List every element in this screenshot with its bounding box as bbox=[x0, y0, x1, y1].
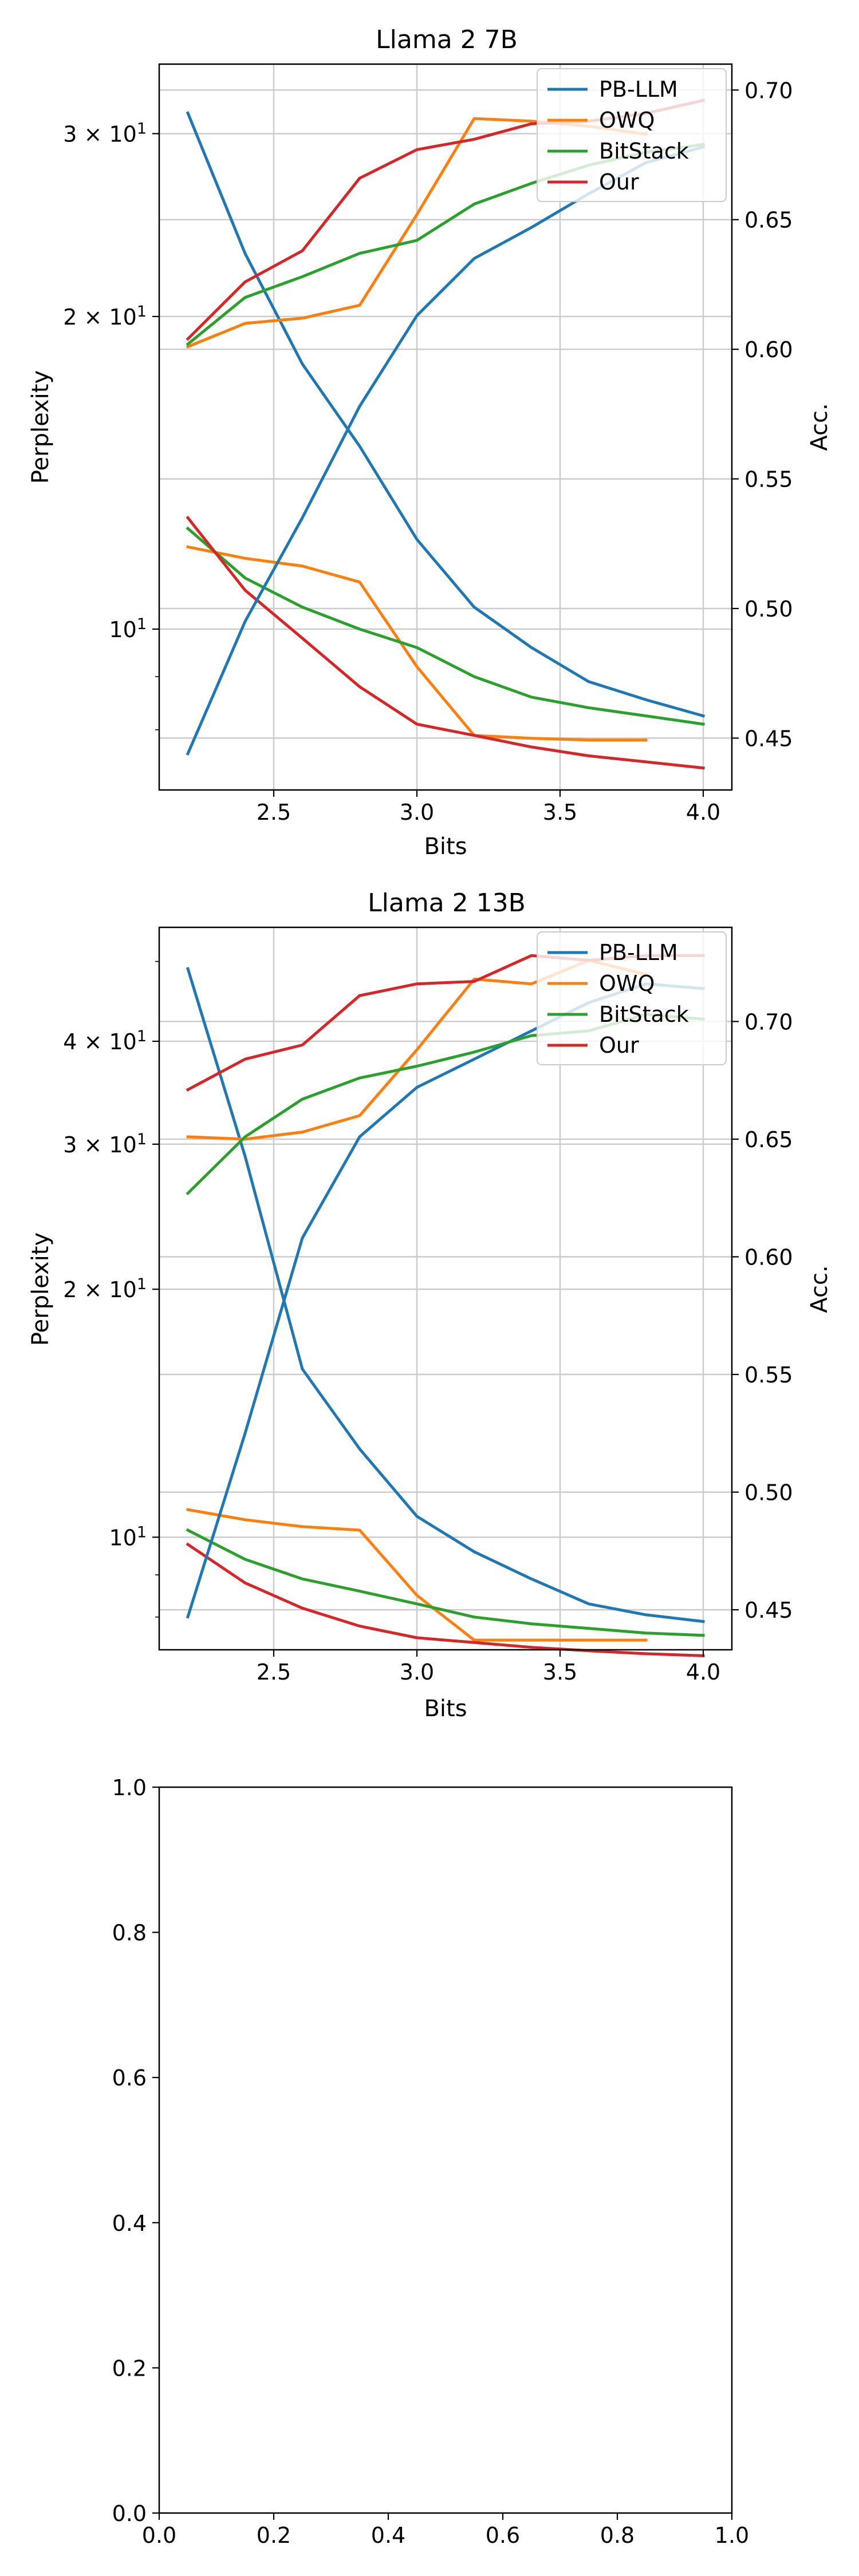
x-tick-label: 3.5 bbox=[543, 800, 577, 825]
y2-tick-label: 0.45 bbox=[744, 726, 793, 751]
x-tick-label: 3.0 bbox=[400, 1660, 434, 1685]
legend: PB-LLM OWQ BitStack Our bbox=[537, 931, 727, 1065]
y2-tick-label: 0.70 bbox=[744, 1009, 793, 1034]
legend-box bbox=[537, 68, 727, 202]
series-line-our-perplexity bbox=[186, 1542, 705, 1657]
series-line-bitstack-perplexity bbox=[186, 1528, 705, 1637]
y2-axis-label: Acc. bbox=[806, 1265, 833, 1313]
y-axis-label: Perplexity bbox=[27, 370, 54, 484]
y2-tick-label: 0.65 bbox=[744, 1127, 793, 1152]
y-tick-label: 0.2 bbox=[112, 2356, 147, 2381]
series-line-pb-llm-perplexity bbox=[186, 111, 706, 718]
y2-tick-label: 0.60 bbox=[744, 337, 793, 362]
y-tick-label: 3 × 101 bbox=[63, 120, 147, 147]
x-tick-label: 3.0 bbox=[400, 800, 434, 825]
x-tick-label: 4.0 bbox=[686, 800, 720, 825]
x-tick-label: 2.5 bbox=[257, 800, 291, 825]
x-tick-label: 0.6 bbox=[486, 2523, 520, 2548]
series-line-bitstack-perplexity bbox=[186, 526, 705, 726]
y2-axis-ticks: 0.45 0.50 0.55 0.60 0.65 0.70 bbox=[732, 78, 793, 751]
plot-frame bbox=[158, 1786, 733, 2514]
x-axis-ticks: 2.5 3.0 3.5 4.0 bbox=[257, 1650, 720, 1685]
chart-title: Llama 2 13B bbox=[368, 888, 526, 918]
y-tick-label: 0.4 bbox=[112, 2211, 147, 2236]
legend-label: PB-LLM bbox=[599, 940, 678, 965]
series-line-our-perplexity bbox=[186, 515, 705, 770]
y2-tick-label: 0.55 bbox=[744, 467, 793, 492]
y2-tick-label: 0.50 bbox=[744, 596, 793, 622]
y-tick-label: 1.0 bbox=[112, 1775, 147, 1800]
y-tick-label: 4 × 101 bbox=[63, 1028, 147, 1054]
x-axis-ticks: 2.5 3.0 3.5 4.0 bbox=[257, 790, 720, 825]
series-line-pb-llm-perplexity bbox=[186, 967, 705, 1623]
plot-frame bbox=[158, 63, 733, 791]
y-axis-label: Perplexity bbox=[27, 1232, 54, 1346]
chart-title: Llama 2 7B bbox=[376, 25, 518, 54]
legend-label: OWQ bbox=[599, 108, 655, 133]
y2-axis-ticks: 0.45 0.50 0.55 0.60 0.65 0.70 bbox=[732, 1009, 793, 1623]
x-tick-label: 3.5 bbox=[543, 1660, 577, 1685]
x-tick-label: 0.0 bbox=[142, 2523, 176, 2548]
series-line-owq-perplexity bbox=[186, 1508, 648, 1642]
legend-label: BitStack bbox=[599, 1002, 689, 1027]
chart-empty-axes: 0.0 0.2 0.4 0.6 0.8 1.0 0.0 0.2 0.4 0.6 0.8 1.0 bbox=[112, 1775, 750, 2548]
y-tick-label: 0.6 bbox=[112, 2065, 147, 2091]
x-tick-label: 2.5 bbox=[257, 1660, 291, 1685]
x-tick-label: 0.2 bbox=[257, 2523, 291, 2548]
x-tick-label: 4.0 bbox=[686, 1660, 720, 1685]
legend-box bbox=[537, 931, 727, 1065]
x-tick-label: 0.4 bbox=[371, 2523, 405, 2548]
x-axis-label: Bits bbox=[424, 833, 467, 860]
y-tick-label: 0.0 bbox=[112, 2501, 147, 2526]
legend-label: PB-LLM bbox=[599, 77, 678, 102]
plot-frame bbox=[158, 926, 733, 1651]
y-tick-label: 0.8 bbox=[112, 1921, 147, 1946]
y-axis-ticks: 0.0 0.2 0.4 0.6 0.8 1.0 bbox=[112, 1775, 159, 2526]
y2-tick-label: 0.50 bbox=[744, 1480, 793, 1506]
y2-tick-label: 0.55 bbox=[744, 1362, 793, 1388]
legend-label: Our bbox=[599, 1033, 639, 1058]
x-axis-ticks: 0.0 0.2 0.4 0.6 0.8 1.0 bbox=[142, 2513, 749, 2548]
y2-axis-label: Acc. bbox=[806, 403, 833, 451]
legend-label: OWQ bbox=[599, 971, 655, 996]
y-tick-label: 3 × 101 bbox=[63, 1131, 147, 1157]
y2-tick-label: 0.70 bbox=[744, 78, 793, 103]
y2-tick-label: 0.45 bbox=[744, 1598, 793, 1623]
series-line-owq-perplexity bbox=[186, 545, 648, 742]
legend-label: BitStack bbox=[599, 139, 689, 164]
legend-label: Our bbox=[599, 169, 639, 195]
y-tick-label: 2 × 101 bbox=[63, 303, 147, 330]
y2-tick-label: 0.60 bbox=[744, 1245, 793, 1270]
x-tick-label: 1.0 bbox=[715, 2523, 749, 2548]
x-axis-label: Bits bbox=[424, 1696, 467, 1722]
y2-tick-label: 0.65 bbox=[744, 208, 793, 233]
y-tick-label: 2 × 101 bbox=[63, 1275, 147, 1302]
x-tick-label: 0.8 bbox=[600, 2523, 635, 2548]
legend: PB-LLM OWQ BitStack Our bbox=[537, 68, 727, 202]
